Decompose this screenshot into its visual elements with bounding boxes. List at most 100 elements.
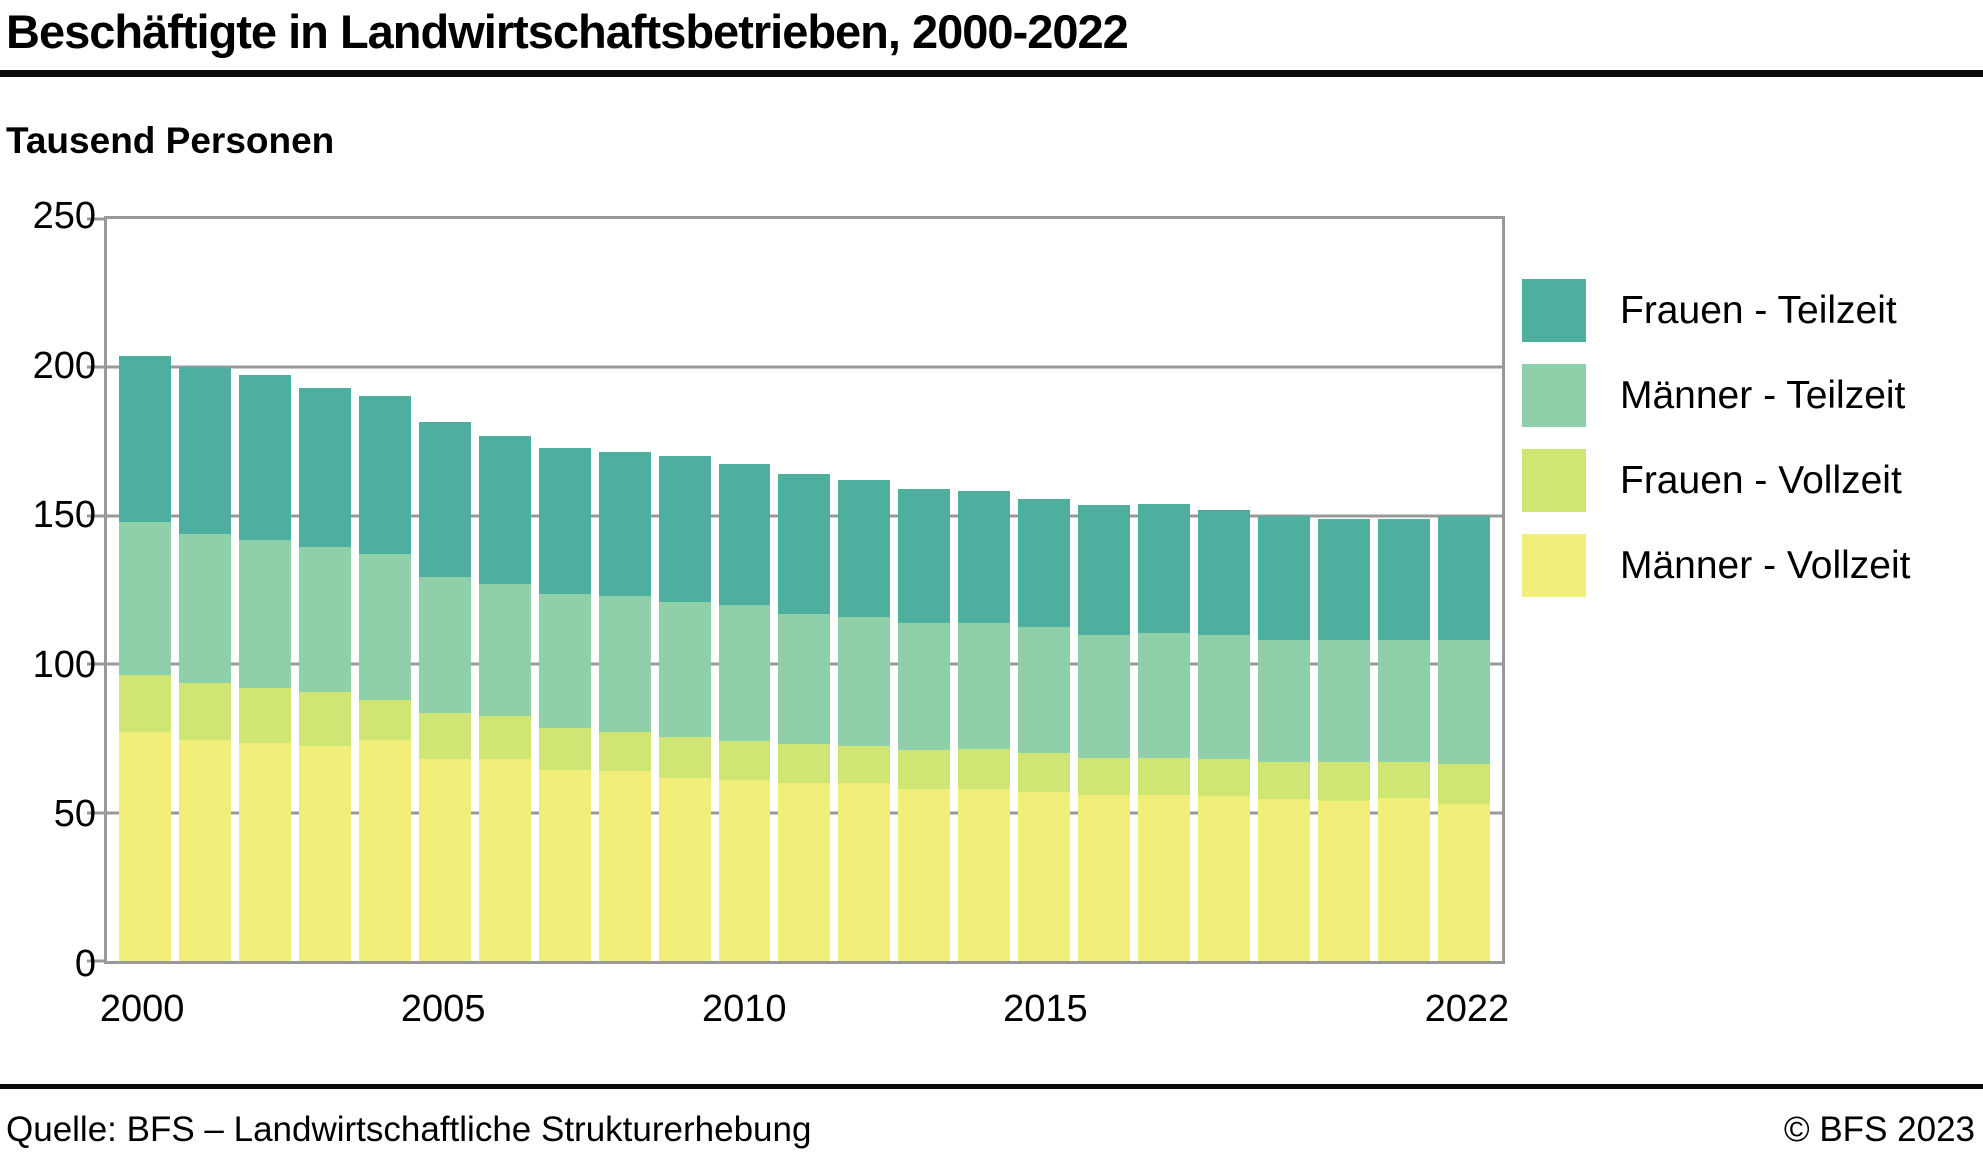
segment-frauen-vollzeit-2008	[598, 732, 651, 772]
bar-2022	[1437, 515, 1490, 961]
bar-2011	[778, 474, 831, 961]
segment-frauen-teilzeit-2008	[598, 452, 651, 596]
segment-frauen-vollzeit-2014	[958, 748, 1011, 789]
y-tick-100	[87, 662, 104, 666]
segment-frauen-vollzeit-2011	[778, 744, 831, 783]
segment-maenner-vollzeit-2005	[418, 759, 471, 961]
segment-frauen-teilzeit-2006	[478, 435, 531, 585]
x-axis-label-2000: 2000	[99, 988, 185, 1030]
segment-maenner-teilzeit-2008	[598, 595, 651, 733]
legend-item-4: Männer - Vollzeit	[1522, 534, 1910, 597]
segment-maenner-teilzeit-2001	[178, 533, 231, 684]
x-axis-labels: 2000 2005 2010 2015 2022	[100, 988, 1509, 1038]
segment-frauen-vollzeit-2009	[658, 736, 711, 779]
segment-frauen-vollzeit-2017	[1138, 757, 1191, 795]
segment-maenner-vollzeit-2006	[478, 759, 531, 961]
y-tick-0	[87, 959, 104, 963]
segment-maenner-teilzeit-2016	[1078, 634, 1131, 758]
segment-maenner-teilzeit-2020	[1318, 640, 1371, 763]
segment-maenner-teilzeit-2018	[1198, 634, 1251, 760]
segment-frauen-vollzeit-2019	[1258, 762, 1311, 800]
segment-maenner-vollzeit-2008	[598, 771, 651, 961]
segment-frauen-teilzeit-2021	[1378, 518, 1430, 641]
segment-maenner-vollzeit-2018	[1198, 796, 1251, 961]
segment-frauen-vollzeit-2010	[718, 741, 771, 780]
segment-frauen-teilzeit-2009	[658, 456, 711, 602]
segment-maenner-vollzeit-2002	[238, 742, 291, 961]
segment-maenner-vollzeit-2007	[538, 769, 591, 961]
segment-frauen-vollzeit-2005	[418, 713, 471, 760]
segment-maenner-teilzeit-2010	[718, 604, 771, 742]
bar-2019	[1258, 515, 1311, 961]
legend-label: Männer - Vollzeit	[1620, 543, 1911, 587]
bar-2020	[1318, 518, 1371, 961]
segment-maenner-vollzeit-2015	[1018, 791, 1071, 961]
segment-frauen-teilzeit-2015	[1018, 499, 1071, 628]
legend-swatch-icon	[1522, 279, 1586, 342]
segment-maenner-teilzeit-2022	[1437, 640, 1490, 764]
segment-maenner-teilzeit-2021	[1378, 640, 1430, 763]
segment-maenner-vollzeit-2017	[1138, 794, 1191, 961]
x-axis-label-2015: 2015	[1003, 988, 1088, 1030]
segment-maenner-teilzeit-2019	[1258, 640, 1311, 763]
segment-frauen-teilzeit-2010	[718, 463, 771, 605]
segment-maenner-vollzeit-2001	[178, 739, 231, 961]
segment-maenner-vollzeit-2016	[1078, 794, 1131, 961]
segment-maenner-teilzeit-2014	[958, 622, 1011, 749]
segment-frauen-teilzeit-2005	[418, 422, 471, 577]
page-title: Beschäftigte in Landwirtschaftsbetrieben…	[6, 5, 1129, 58]
segment-maenner-vollzeit-2021	[1378, 797, 1430, 961]
segment-frauen-teilzeit-2011	[778, 474, 831, 614]
segment-maenner-teilzeit-2015	[1018, 627, 1071, 754]
segment-frauen-teilzeit-2002	[238, 374, 291, 540]
segment-frauen-vollzeit-2020	[1318, 762, 1371, 801]
segment-maenner-vollzeit-2004	[358, 739, 411, 961]
segment-frauen-vollzeit-2022	[1437, 763, 1490, 804]
segment-frauen-teilzeit-2001	[178, 367, 231, 534]
segment-maenner-vollzeit-2000	[119, 732, 171, 961]
bar-2001	[178, 367, 231, 961]
bar-2002	[238, 374, 291, 961]
gridline-200	[107, 365, 1502, 369]
bar-2006	[478, 435, 531, 961]
segment-frauen-teilzeit-2016	[1078, 505, 1131, 635]
segment-maenner-vollzeit-2014	[958, 788, 1011, 961]
segment-frauen-teilzeit-2022	[1437, 515, 1490, 641]
legend-item-2: Männer - Teilzeit	[1522, 364, 1905, 427]
bar-2012	[838, 480, 891, 961]
legend-swatch-icon	[1522, 364, 1586, 427]
segment-maenner-teilzeit-2012	[838, 616, 891, 746]
segment-frauen-vollzeit-2021	[1378, 762, 1430, 798]
segment-maenner-teilzeit-2000	[119, 521, 171, 675]
x-axis-label-2022: 2022	[1424, 988, 1510, 1030]
segment-maenner-vollzeit-2020	[1318, 800, 1371, 961]
bar-2021	[1378, 518, 1430, 961]
x-axis-label-2005: 2005	[400, 988, 486, 1030]
bar-2007	[538, 447, 591, 961]
segment-maenner-teilzeit-2013	[898, 622, 951, 751]
segment-maenner-teilzeit-2006	[478, 584, 531, 717]
segment-maenner-teilzeit-2005	[418, 576, 471, 714]
segment-frauen-vollzeit-2015	[1018, 753, 1071, 792]
bar-2015	[1018, 499, 1071, 961]
segment-frauen-vollzeit-2001	[178, 683, 231, 740]
segment-frauen-vollzeit-2016	[1078, 757, 1131, 795]
segment-frauen-vollzeit-2004	[358, 699, 411, 740]
bar-2013	[898, 489, 951, 961]
legend-label: Frauen - Teilzeit	[1620, 288, 1897, 332]
segment-frauen-teilzeit-2007	[538, 447, 591, 595]
segment-maenner-teilzeit-2009	[658, 601, 711, 737]
segment-frauen-teilzeit-2004	[358, 395, 411, 555]
segment-frauen-teilzeit-2012	[838, 480, 891, 617]
y-tick-50	[87, 811, 104, 815]
segment-frauen-teilzeit-2014	[958, 490, 1011, 623]
segment-frauen-teilzeit-2019	[1258, 515, 1311, 641]
segment-frauen-vollzeit-2002	[238, 687, 291, 743]
segment-maenner-teilzeit-2004	[358, 554, 411, 700]
segment-maenner-teilzeit-2017	[1138, 633, 1191, 758]
segment-frauen-teilzeit-2020	[1318, 518, 1371, 641]
segment-frauen-teilzeit-2018	[1198, 509, 1251, 635]
segment-maenner-vollzeit-2011	[778, 782, 831, 961]
segment-frauen-teilzeit-2003	[298, 388, 351, 547]
